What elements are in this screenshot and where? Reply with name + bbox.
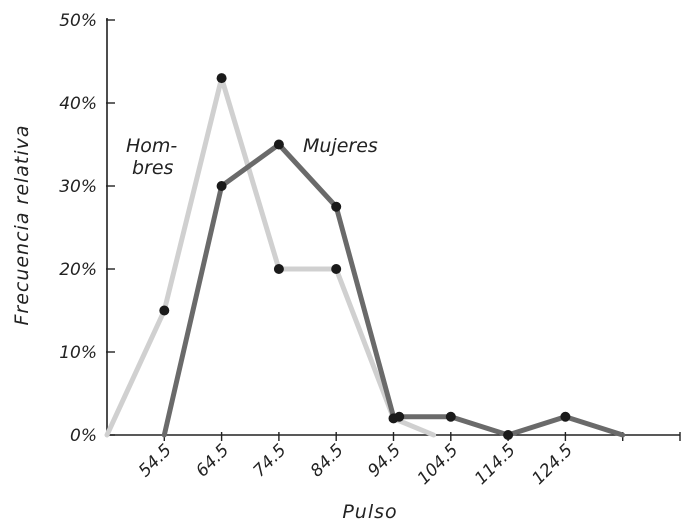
data-point-mujeres bbox=[445, 411, 456, 422]
y-tick-label: 0% bbox=[70, 426, 97, 446]
y-axis-title: Frecuencia relativa bbox=[11, 124, 33, 325]
y-tick-label: 50% bbox=[59, 11, 97, 31]
data-point-mujeres bbox=[273, 139, 284, 150]
x-tick-label: 64.5 bbox=[192, 440, 233, 481]
series-layer bbox=[104, 73, 626, 440]
label-layer: Pulso Frecuencia relativa Hom-bres Mujere… bbox=[11, 124, 397, 523]
series-label-hombres: Hom- bbox=[126, 135, 177, 157]
y-tick-label: 10% bbox=[59, 343, 97, 363]
x-tick-label: 114.5 bbox=[471, 440, 520, 489]
data-point-mujeres bbox=[503, 430, 514, 440]
y-ticks: 0% 10% 20% 30% 40% 50% bbox=[59, 11, 115, 446]
x-tick-label: 124.5 bbox=[528, 440, 577, 489]
x-tick-label: 94.5 bbox=[364, 440, 405, 481]
y-tick-label: 30% bbox=[59, 177, 97, 197]
x-tick-label: 74.5 bbox=[250, 440, 291, 481]
data-point-mujeres bbox=[216, 181, 227, 191]
data-point-mujeres bbox=[560, 411, 571, 422]
x-ticks: 54.5 64.5 74.5 84.5 94.5 104.5 114.5 124.5 bbox=[135, 432, 681, 489]
series-label-hombres: bres bbox=[132, 157, 174, 179]
data-point-hombres bbox=[331, 264, 342, 274]
y-tick-label: 20% bbox=[59, 260, 97, 280]
y-tick-label: 40% bbox=[59, 94, 97, 114]
data-point-hombres bbox=[159, 305, 170, 316]
x-axis-title: Pulso bbox=[342, 501, 397, 523]
x-tick-label: 54.5 bbox=[135, 440, 176, 481]
data-point-hombres bbox=[273, 264, 284, 274]
x-tick-label: 84.5 bbox=[307, 440, 348, 481]
series-label-mujeres: Mujeres bbox=[303, 135, 378, 157]
data-point-hombres bbox=[216, 73, 227, 84]
data-point-mujeres bbox=[331, 201, 342, 212]
series-line-mujeres bbox=[161, 142, 626, 438]
x-tick-label: 104.5 bbox=[414, 440, 463, 489]
axes bbox=[106, 18, 680, 436]
data-point-mujeres bbox=[394, 411, 405, 422]
